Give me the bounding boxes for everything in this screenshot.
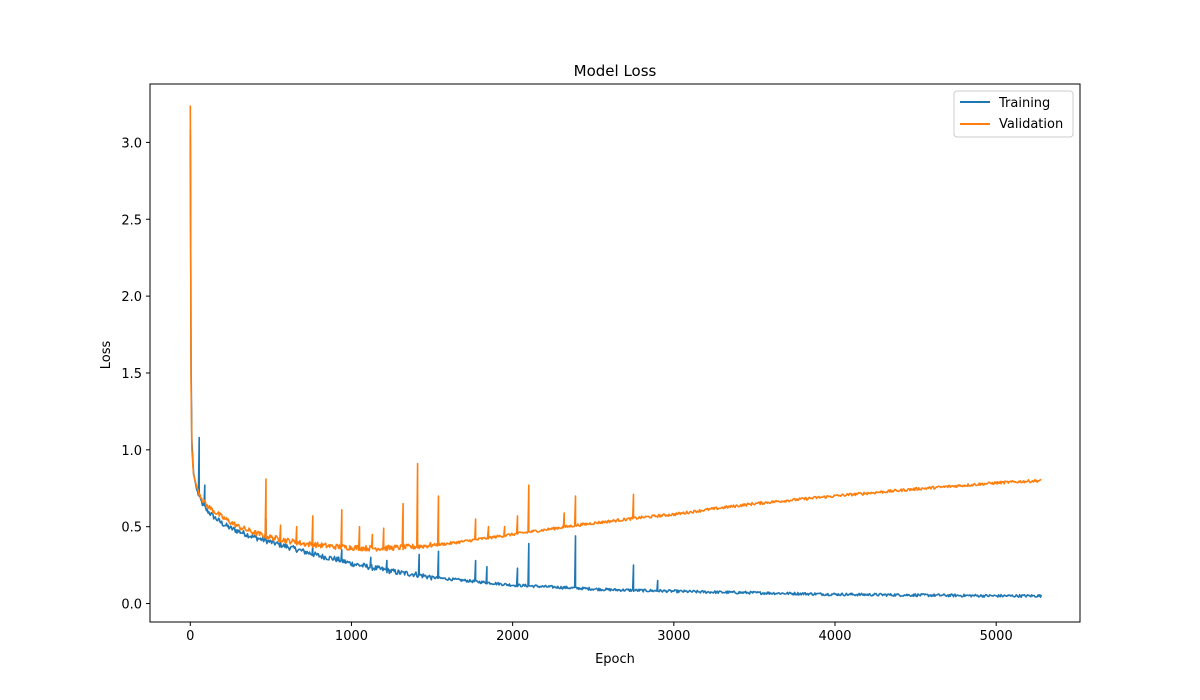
x-tick-label: 0 (186, 629, 194, 644)
series-line-training (189, 130, 1043, 598)
series-layer (189, 105, 1043, 598)
chart-title: Model Loss (574, 62, 657, 80)
y-axis-label: Loss (99, 341, 114, 370)
y-axis: 0.0 0.5 1.0 1.5 2.0 2.5 3.0 (121, 136, 150, 613)
legend: Training Validation (953, 90, 1074, 138)
x-tick-label: 4000 (818, 629, 851, 644)
legend-label-training: Training (998, 96, 1050, 111)
x-tick-label: 2000 (496, 629, 529, 644)
y-tick-label: 0.5 (121, 521, 142, 536)
x-tick-label: 1000 (335, 629, 368, 644)
series-line-validation (189, 105, 1042, 552)
x-axis: 0 1000 2000 3000 4000 5000 (186, 622, 1013, 644)
y-tick-label: 3.0 (121, 136, 142, 151)
x-tick-label: 3000 (657, 629, 690, 644)
y-tick-label: 1.0 (121, 444, 142, 459)
legend-label-validation: Validation (999, 117, 1063, 132)
y-tick-label: 2.5 (121, 213, 142, 228)
x-tick-label: 5000 (980, 629, 1013, 644)
y-tick-label: 0.0 (121, 598, 142, 613)
plot-frame (149, 83, 1081, 623)
y-tick-label: 2.0 (121, 290, 142, 305)
x-axis-label: Epoch (595, 652, 635, 667)
plot-area (149, 83, 1081, 623)
y-tick-label: 1.5 (121, 367, 142, 382)
